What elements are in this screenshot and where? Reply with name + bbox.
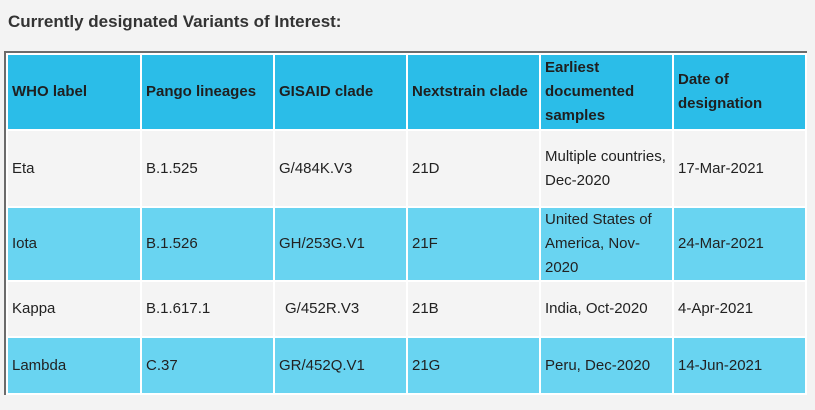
column-header-gisaid-clade: GISAID clade	[273, 53, 408, 131]
cell-nextstrain-clade: 21D	[406, 129, 541, 208]
cell-date-of-designation: 4-Apr-2021	[672, 280, 807, 338]
table-row: Lambda C.37 GR/452Q.V1 21G Peru, Dec-202…	[6, 336, 807, 395]
table-row: Iota B.1.526 GH/253G.V1 21F United State…	[6, 206, 807, 282]
cell-who-label: Kappa	[6, 280, 142, 338]
cell-pango-lineage: B.1.525	[140, 129, 275, 208]
cell-earliest-samples: Multiple countries, Dec-2020	[539, 129, 674, 208]
cell-who-label: Eta	[6, 129, 142, 208]
variants-table-frame: WHO label Pango lineages GISAID clade Ne…	[4, 51, 807, 395]
cell-nextstrain-clade: 21F	[406, 206, 541, 282]
table-header-row: WHO label Pango lineages GISAID clade Ne…	[6, 53, 807, 131]
table-row: Kappa B.1.617.1 G/452R.V3 21B India, Oct…	[6, 280, 807, 338]
column-header-who-label: WHO label	[6, 53, 142, 131]
cell-earliest-samples: United States of America, Nov-2020	[539, 206, 674, 282]
cell-gisaid-clade: GR/452Q.V1	[273, 336, 408, 395]
cell-gisaid-clade: G/484K.V3	[273, 129, 408, 208]
cell-date-of-designation: 24-Mar-2021	[672, 206, 807, 282]
cell-gisaid-clade: GH/253G.V1	[273, 206, 408, 282]
column-header-pango-lineages: Pango lineages	[140, 53, 275, 131]
cell-nextstrain-clade: 21B	[406, 280, 541, 338]
cell-who-label: Lambda	[6, 336, 142, 395]
section-heading: Currently designated Variants of Interes…	[8, 12, 342, 31]
cell-date-of-designation: 14-Jun-2021	[672, 336, 807, 395]
column-header-earliest-samples: Earliest documented samples	[539, 53, 674, 131]
cell-earliest-samples: India, Oct-2020	[539, 280, 674, 338]
cell-earliest-samples: Peru, Dec-2020	[539, 336, 674, 395]
cell-pango-lineage: C.37	[140, 336, 275, 395]
cell-date-of-designation: 17-Mar-2021	[672, 129, 807, 208]
cell-nextstrain-clade: 21G	[406, 336, 541, 395]
cell-pango-lineage: B.1.526	[140, 206, 275, 282]
table-row: Eta B.1.525 G/484K.V3 21D Multiple count…	[6, 129, 807, 208]
cell-who-label: Iota	[6, 206, 142, 282]
column-header-date-of-designation: Date of designation	[672, 53, 807, 131]
cell-gisaid-clade: G/452R.V3	[273, 280, 408, 338]
column-header-nextstrain-clade: Nextstrain clade	[406, 53, 541, 131]
cell-pango-lineage: B.1.617.1	[140, 280, 275, 338]
variants-of-interest-table: WHO label Pango lineages GISAID clade Ne…	[6, 53, 807, 395]
